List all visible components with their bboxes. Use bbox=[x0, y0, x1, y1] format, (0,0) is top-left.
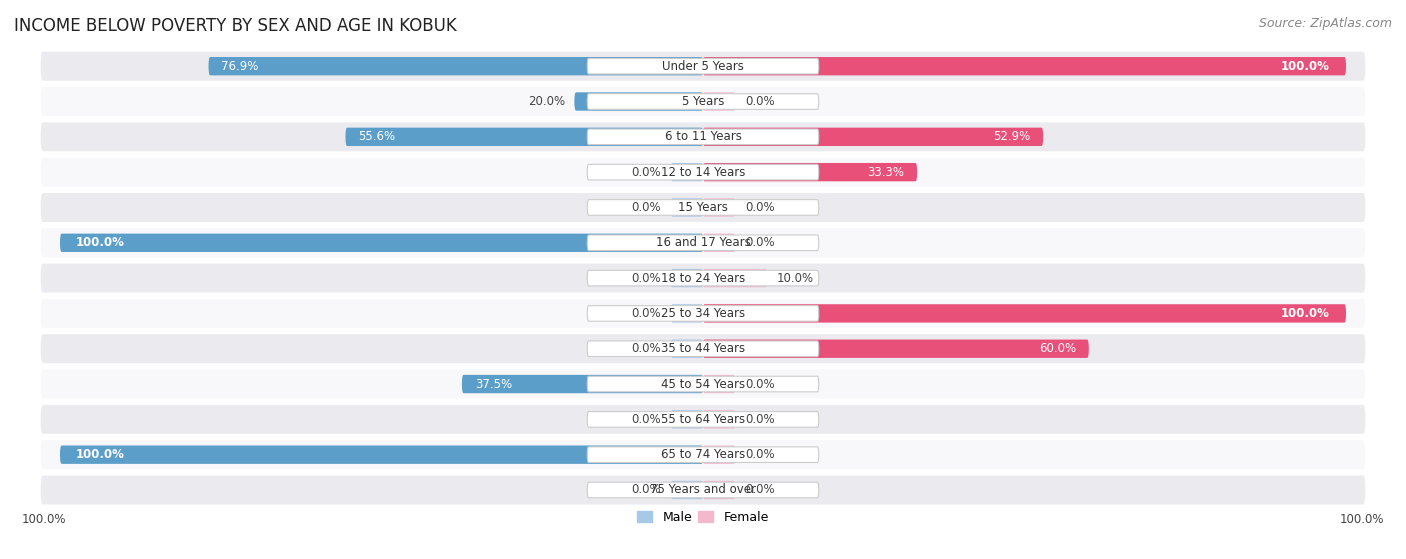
FancyBboxPatch shape bbox=[671, 198, 703, 217]
Text: 100.0%: 100.0% bbox=[1281, 60, 1330, 73]
Text: 6 to 11 Years: 6 to 11 Years bbox=[665, 130, 741, 143]
FancyBboxPatch shape bbox=[208, 57, 703, 75]
Text: 100.0%: 100.0% bbox=[1281, 307, 1330, 320]
Text: INCOME BELOW POVERTY BY SEX AND AGE IN KOBUK: INCOME BELOW POVERTY BY SEX AND AGE IN K… bbox=[14, 17, 457, 35]
FancyBboxPatch shape bbox=[671, 481, 703, 499]
Text: 15 Years: 15 Years bbox=[678, 201, 728, 214]
FancyBboxPatch shape bbox=[588, 94, 818, 110]
Text: 45 to 54 Years: 45 to 54 Years bbox=[661, 377, 745, 391]
FancyBboxPatch shape bbox=[703, 269, 768, 287]
Text: 0.0%: 0.0% bbox=[631, 342, 661, 355]
Text: 60.0%: 60.0% bbox=[1039, 342, 1076, 355]
FancyBboxPatch shape bbox=[41, 299, 1365, 328]
Text: 37.5%: 37.5% bbox=[475, 377, 512, 391]
Text: 10.0%: 10.0% bbox=[778, 272, 814, 285]
Text: 0.0%: 0.0% bbox=[745, 377, 775, 391]
Text: 75 Years and over: 75 Years and over bbox=[650, 484, 756, 496]
Text: 0.0%: 0.0% bbox=[745, 95, 775, 108]
FancyBboxPatch shape bbox=[588, 235, 818, 250]
FancyBboxPatch shape bbox=[588, 164, 818, 180]
Text: 35 to 44 Years: 35 to 44 Years bbox=[661, 342, 745, 355]
FancyBboxPatch shape bbox=[41, 476, 1365, 504]
FancyBboxPatch shape bbox=[588, 271, 818, 286]
FancyBboxPatch shape bbox=[588, 306, 818, 321]
FancyBboxPatch shape bbox=[671, 269, 703, 287]
Text: 100.0%: 100.0% bbox=[21, 513, 66, 526]
FancyBboxPatch shape bbox=[41, 405, 1365, 434]
FancyBboxPatch shape bbox=[588, 411, 818, 427]
FancyBboxPatch shape bbox=[41, 158, 1365, 187]
FancyBboxPatch shape bbox=[60, 446, 703, 464]
Text: 0.0%: 0.0% bbox=[745, 201, 775, 214]
Legend: Male, Female: Male, Female bbox=[633, 506, 773, 529]
Text: 65 to 74 Years: 65 to 74 Years bbox=[661, 448, 745, 461]
FancyBboxPatch shape bbox=[588, 482, 818, 498]
FancyBboxPatch shape bbox=[703, 198, 735, 217]
Text: 0.0%: 0.0% bbox=[745, 448, 775, 461]
FancyBboxPatch shape bbox=[41, 228, 1365, 257]
FancyBboxPatch shape bbox=[588, 376, 818, 392]
FancyBboxPatch shape bbox=[703, 339, 1088, 358]
Text: 52.9%: 52.9% bbox=[993, 130, 1031, 143]
FancyBboxPatch shape bbox=[703, 481, 735, 499]
FancyBboxPatch shape bbox=[703, 163, 917, 181]
Text: 0.0%: 0.0% bbox=[631, 165, 661, 179]
Text: 20.0%: 20.0% bbox=[527, 95, 565, 108]
FancyBboxPatch shape bbox=[703, 92, 735, 111]
FancyBboxPatch shape bbox=[703, 375, 735, 393]
Text: 0.0%: 0.0% bbox=[745, 484, 775, 496]
FancyBboxPatch shape bbox=[671, 410, 703, 429]
Text: Source: ZipAtlas.com: Source: ZipAtlas.com bbox=[1258, 17, 1392, 30]
Text: Under 5 Years: Under 5 Years bbox=[662, 60, 744, 73]
FancyBboxPatch shape bbox=[703, 57, 1346, 75]
Text: 16 and 17 Years: 16 and 17 Years bbox=[655, 236, 751, 249]
FancyBboxPatch shape bbox=[588, 200, 818, 215]
FancyBboxPatch shape bbox=[463, 375, 703, 393]
FancyBboxPatch shape bbox=[588, 129, 818, 145]
Text: 12 to 14 Years: 12 to 14 Years bbox=[661, 165, 745, 179]
FancyBboxPatch shape bbox=[346, 127, 703, 146]
Text: 0.0%: 0.0% bbox=[631, 484, 661, 496]
Text: 0.0%: 0.0% bbox=[631, 413, 661, 426]
Text: 25 to 34 Years: 25 to 34 Years bbox=[661, 307, 745, 320]
Text: 5 Years: 5 Years bbox=[682, 95, 724, 108]
FancyBboxPatch shape bbox=[703, 410, 735, 429]
FancyBboxPatch shape bbox=[671, 304, 703, 323]
Text: 100.0%: 100.0% bbox=[76, 448, 125, 461]
Text: 55 to 64 Years: 55 to 64 Years bbox=[661, 413, 745, 426]
FancyBboxPatch shape bbox=[41, 264, 1365, 292]
FancyBboxPatch shape bbox=[60, 234, 703, 252]
Text: 76.9%: 76.9% bbox=[221, 60, 259, 73]
Text: 100.0%: 100.0% bbox=[1340, 513, 1385, 526]
FancyBboxPatch shape bbox=[671, 339, 703, 358]
FancyBboxPatch shape bbox=[41, 87, 1365, 116]
FancyBboxPatch shape bbox=[588, 58, 818, 74]
FancyBboxPatch shape bbox=[41, 440, 1365, 469]
FancyBboxPatch shape bbox=[41, 334, 1365, 363]
Text: 0.0%: 0.0% bbox=[631, 201, 661, 214]
FancyBboxPatch shape bbox=[575, 92, 703, 111]
Text: 0.0%: 0.0% bbox=[631, 272, 661, 285]
Text: 100.0%: 100.0% bbox=[76, 236, 125, 249]
Text: 55.6%: 55.6% bbox=[359, 130, 395, 143]
FancyBboxPatch shape bbox=[41, 193, 1365, 222]
FancyBboxPatch shape bbox=[703, 304, 1346, 323]
Text: 0.0%: 0.0% bbox=[745, 413, 775, 426]
Text: 33.3%: 33.3% bbox=[868, 165, 904, 179]
FancyBboxPatch shape bbox=[703, 446, 735, 464]
FancyBboxPatch shape bbox=[588, 447, 818, 462]
FancyBboxPatch shape bbox=[41, 122, 1365, 151]
FancyBboxPatch shape bbox=[41, 52, 1365, 80]
FancyBboxPatch shape bbox=[588, 341, 818, 357]
Text: 18 to 24 Years: 18 to 24 Years bbox=[661, 272, 745, 285]
FancyBboxPatch shape bbox=[41, 369, 1365, 399]
Text: 0.0%: 0.0% bbox=[631, 307, 661, 320]
FancyBboxPatch shape bbox=[703, 127, 1043, 146]
FancyBboxPatch shape bbox=[671, 163, 703, 181]
FancyBboxPatch shape bbox=[703, 234, 735, 252]
Text: 0.0%: 0.0% bbox=[745, 236, 775, 249]
